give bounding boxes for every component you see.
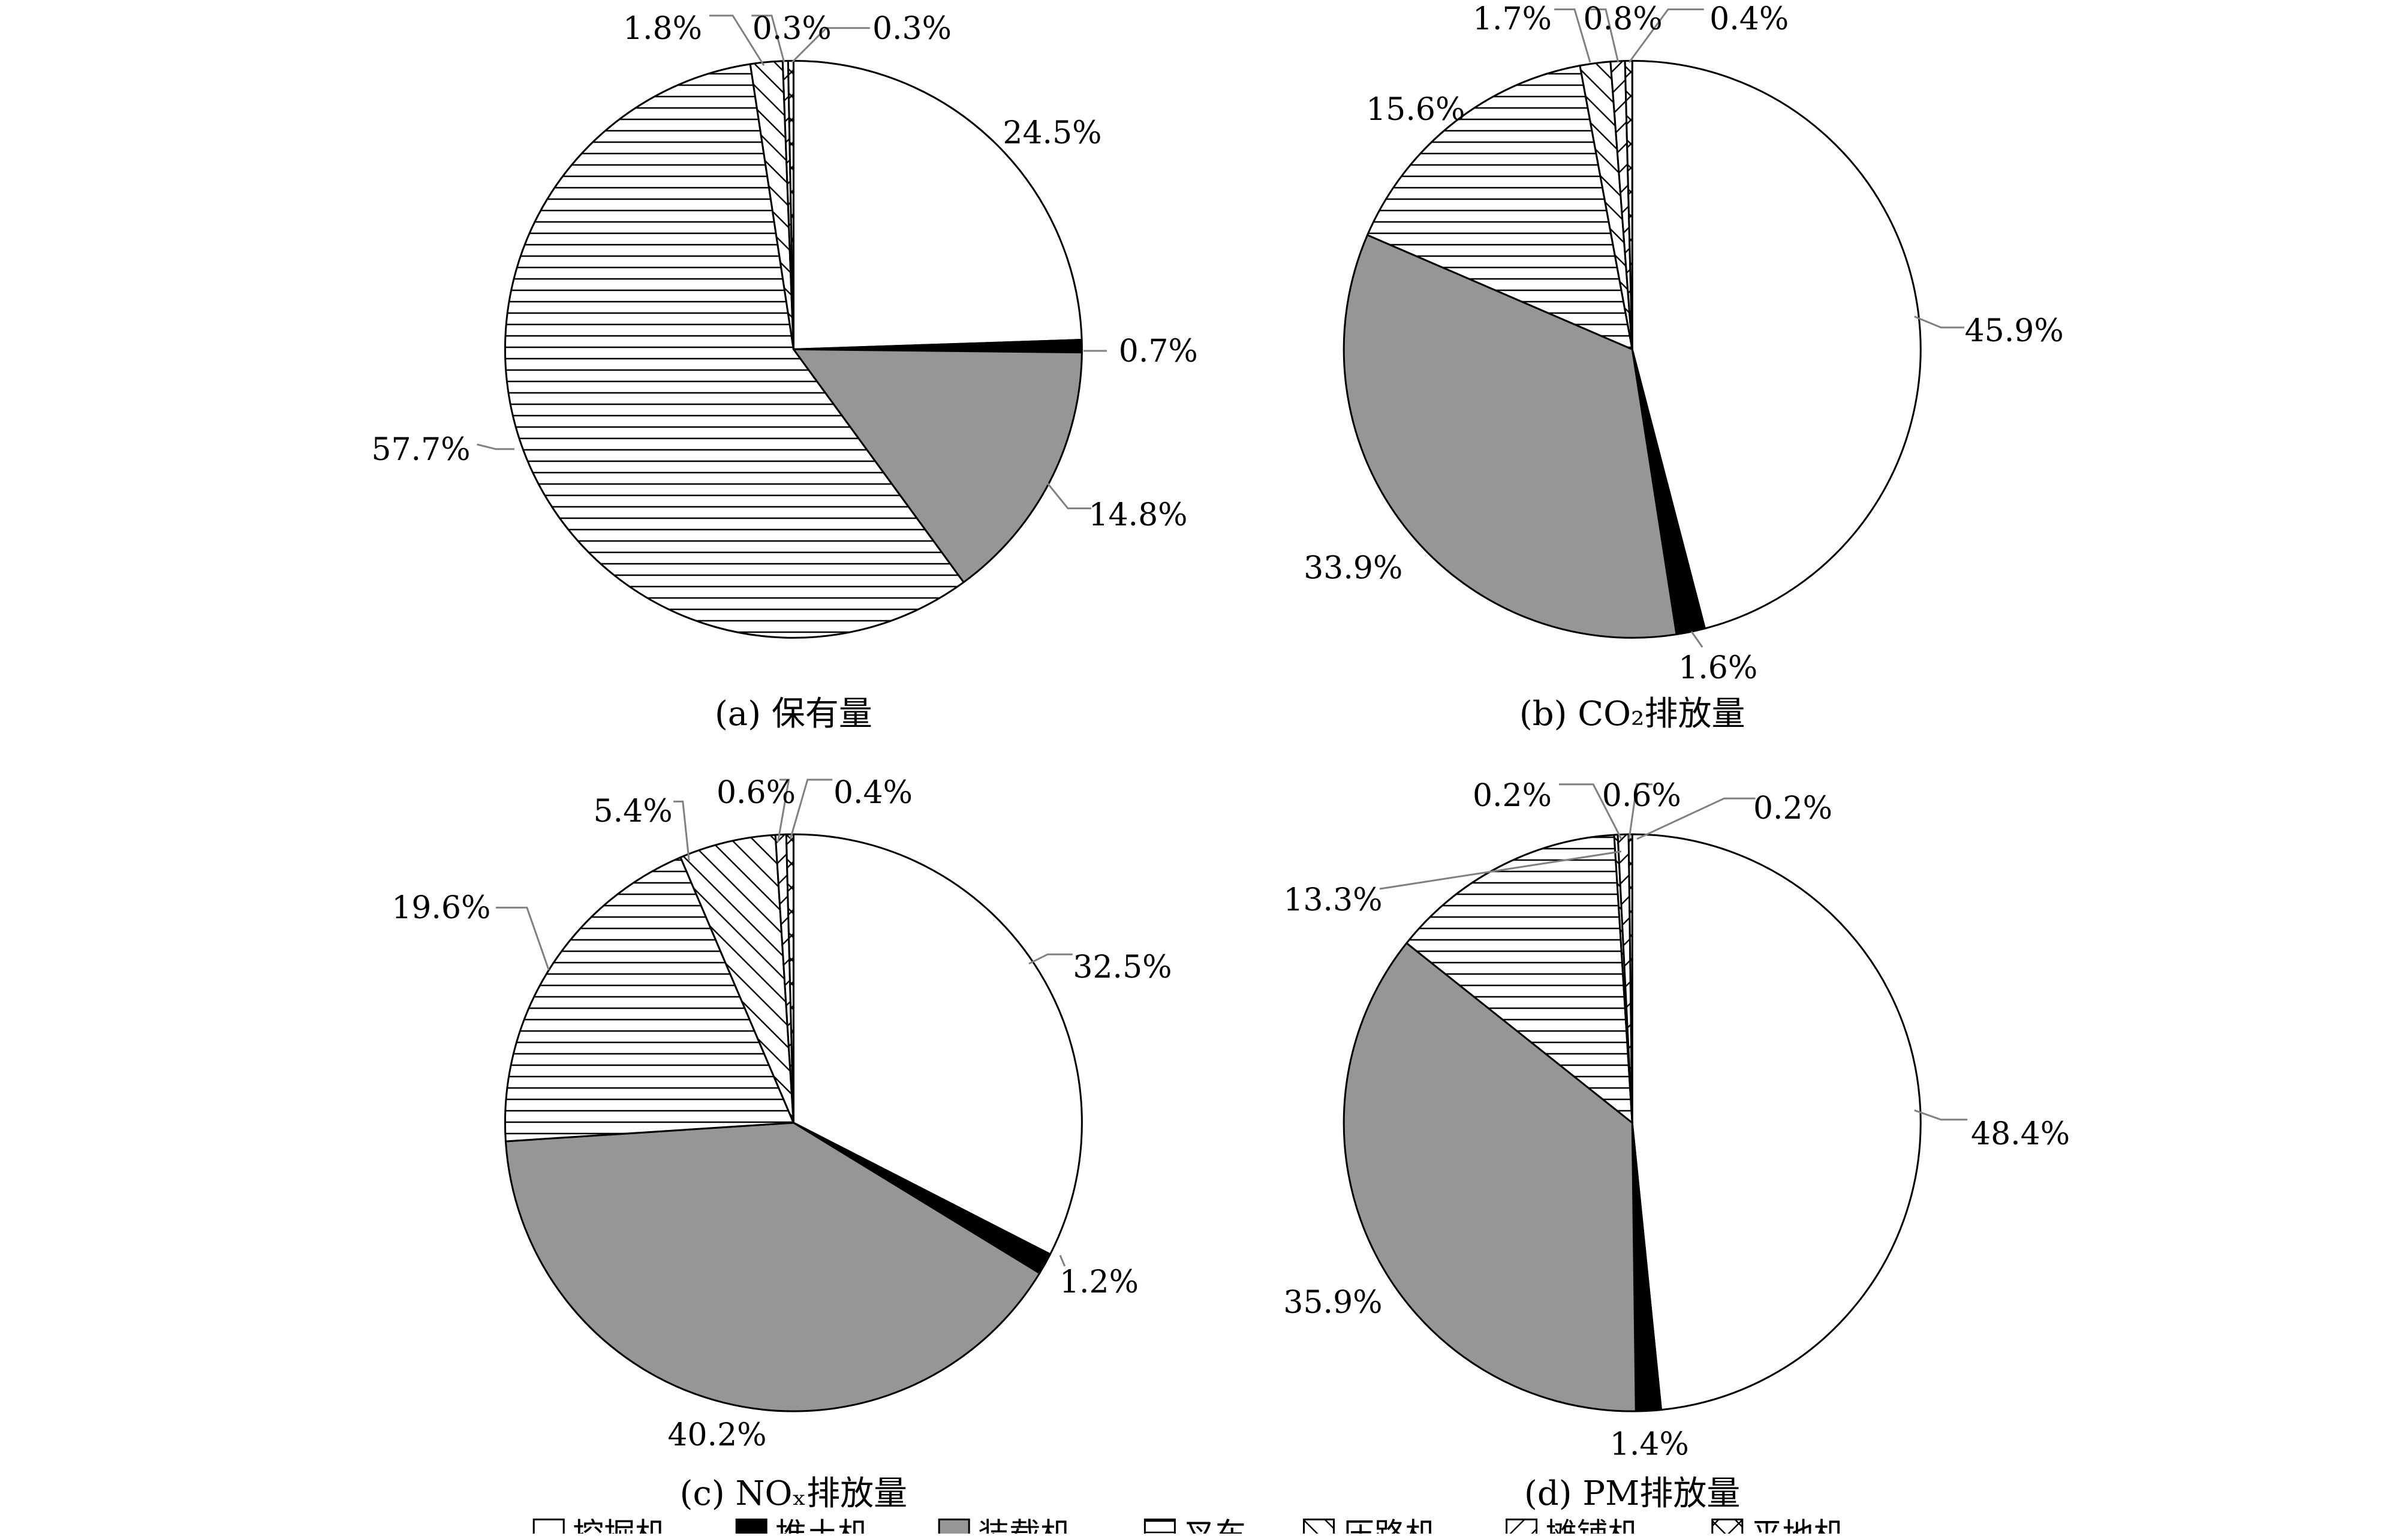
leader-line-4 [477,443,514,450]
data-label-4: 57.7% [371,432,470,468]
data-label-7: 0.4% [833,775,913,811]
data-label-5: 5.4% [594,793,673,829]
legend-swatch [532,1518,565,1536]
data-label-1: 45.9% [1965,313,2064,349]
legend-swatch [1506,1518,1538,1536]
legend-label: 叉车 [1184,1517,1246,1534]
data-label-7: 0.2% [1753,790,1832,826]
data-label-3: 40.2% [667,1417,766,1453]
leader-line-7 [789,778,833,840]
chart-title: (a) 保有量 [715,695,872,734]
leader-line-6 [1628,783,1653,840]
legend-label: 平地机 [1751,1517,1845,1534]
leader-line-7 [1628,8,1704,63]
data-label-3: 33.9% [1304,550,1402,586]
data-label-6: 0.6% [717,775,796,811]
pie-slice-4 [1405,834,1633,1124]
legend-label: 推土机 [775,1517,869,1534]
leader-line-3 [1047,483,1091,510]
data-label-2: 0.7% [1119,333,1198,369]
data-label-7: 0.4% [1709,1,1789,37]
legend-item-7: 平地机 [1711,1517,1845,1536]
pie-slice-3 [1343,234,1678,639]
data-label-5: 0.2% [1473,778,1552,814]
pie-slice-5 [679,834,794,1124]
pie-chart-1: 24.5% 0.7% 14.8% 57.7% 1.8% 0.3% 0.3% (a) 保有量 [371,11,1197,734]
legend-label: 摊铺机 [1546,1517,1639,1534]
data-label-4: 13.3% [1283,882,1382,918]
leader-line-6 [1590,8,1620,63]
legend-swatch [1711,1518,1744,1536]
pie-slice-7 [785,833,794,1124]
legend-item-1: 挖掘机 [532,1517,666,1536]
legend-item-6: 摊铺机 [1506,1517,1639,1536]
data-label-6: 0.6% [1602,778,1681,814]
leader-line-6 [751,14,785,63]
data-label-1: 24.5% [1003,115,1101,151]
leader-line-6 [776,778,790,843]
legend-item-2: 推土机 [735,1517,869,1536]
pie-slice-4 [504,63,965,639]
pie-slice-7 [1624,59,1633,350]
legend-swatch [1303,1518,1335,1536]
chart-title: (c) NOₓ排放量 [680,1474,908,1513]
data-label-5: 1.8% [623,11,702,47]
data-label-6: 0.8% [1584,1,1663,37]
pie-slice-4 [504,856,794,1143]
legend-label: 压路机 [1343,1517,1437,1534]
leader-line-1 [1914,315,1964,329]
legend-swatch [1143,1518,1176,1536]
legend-swatch [938,1518,970,1536]
data-label-4: 15.6% [1366,92,1465,128]
leader-line-7 [791,27,870,64]
chart-title: (d) PM排放量 [1524,1474,1740,1513]
chart-title: (b) CO₂排放量 [1519,695,1745,734]
pie-chart-4: 48.4% 1.4% 35.9% 13.3% 0.2% 0.6% 0.2% (d) PM排放量 [1283,778,2070,1513]
leader-line-7 [1636,797,1756,840]
data-label-5: 1.7% [1473,1,1552,37]
pie-slice-1 [1631,59,1922,630]
pie-slice-3 [1343,942,1637,1412]
legend-item-5: 压路机 [1303,1517,1437,1536]
data-label-1: 32.5% [1073,949,1172,985]
data-label-2: 1.6% [1678,650,1757,686]
leader-line-5 [673,800,690,861]
legend-swatch [735,1518,767,1536]
legend-label: 挖掘机 [573,1517,666,1534]
pie-slice-1 [792,59,1083,350]
leader-line-4 [1379,850,1622,890]
pie-slice-1 [792,833,1083,1255]
pies-layer: 24.5% 0.7% 14.8% 57.7% 1.8% 0.3% 0.3% (a) 保有量 45… [371,1,2070,1513]
legend-item-3: 装载机 [938,1517,1071,1536]
leader-line-5 [1559,783,1623,840]
pie-slice-1 [1631,833,1922,1411]
pie-chart-2: 45.9% 1.6% 33.9% 15.6% 1.7% 0.8% 0.4% (b) CO₂排放… [1304,1,2064,734]
leader-line-2 [1690,631,1703,648]
data-label-3: 35.9% [1283,1285,1382,1321]
data-label-2: 1.4% [1610,1427,1689,1463]
leader-line-1 [1028,953,1073,965]
legend: 挖掘机 推土机 装载机 叉车 压路机 摊铺机 平地机 [532,1517,1845,1536]
data-label-3: 14.8% [1088,497,1187,533]
leader-line-1 [1914,1109,1968,1121]
data-label-4: 19.6% [392,890,490,926]
data-label-2: 1.2% [1059,1264,1139,1300]
leader-line-5 [709,14,765,66]
pie-slice-4 [1366,64,1633,350]
data-label-6: 0.3% [752,11,832,47]
leader-line-2 [1059,1255,1066,1267]
leader-line-4 [495,906,550,970]
pie-chart-3: 32.5% 1.2% 40.2% 19.6% 5.4% 0.6% 0.4% (c) NOₓ排放… [392,775,1172,1513]
pie-slice-3 [792,348,1083,584]
legend-label: 装载机 [978,1517,1071,1534]
legend-item-4: 叉车 [1143,1517,1246,1536]
data-label-7: 0.3% [872,11,952,47]
leader-line-5 [1554,8,1591,63]
pie-slice-3 [504,1122,1041,1412]
data-label-1: 48.4% [1971,1116,2070,1152]
